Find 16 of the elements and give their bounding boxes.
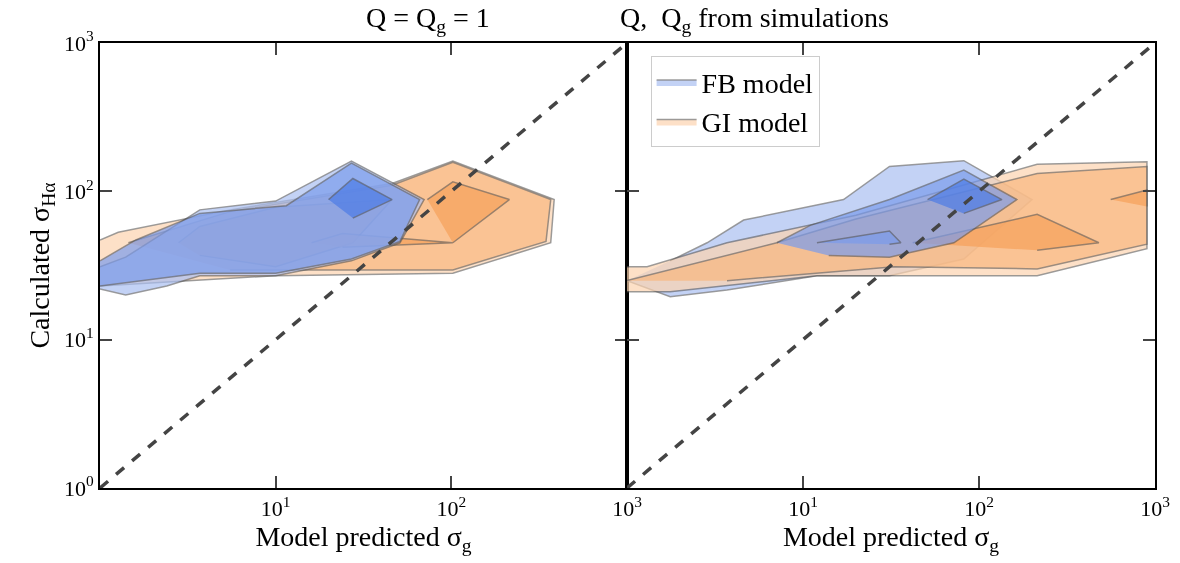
x-tick-label: 10$^{3}$	[1140, 493, 1171, 522]
x-tick-label: 10$^{2}$	[436, 493, 467, 522]
chart-title: Q = Q$_{g}$ = 1	[366, 2, 490, 37]
y-tick-label: 10$^{3}$	[63, 27, 94, 56]
x-tick-label: 10$^{3}$	[612, 493, 643, 522]
x-tick-label: 10$^{2}$	[964, 493, 994, 522]
x-axis-title: Model predicted σ$_{g}$	[255, 521, 472, 557]
x-tick-label: 10$^{1}$	[788, 493, 818, 522]
y-tick-label: 10$^{0}$	[63, 472, 94, 501]
legend-label: GI model	[701, 107, 809, 139]
legend-label: FB model	[701, 67, 814, 99]
chart-title: Q, Q$_{g}$ from simulations	[620, 2, 889, 37]
y-tick-label: 10$^{2}$	[63, 175, 94, 205]
x-axis-title: Model predicted σ$_{g}$	[782, 521, 1000, 557]
x-tick-label: 10$^{1}$	[260, 493, 291, 522]
y-tick-label: 10$^{1}$	[63, 324, 94, 353]
